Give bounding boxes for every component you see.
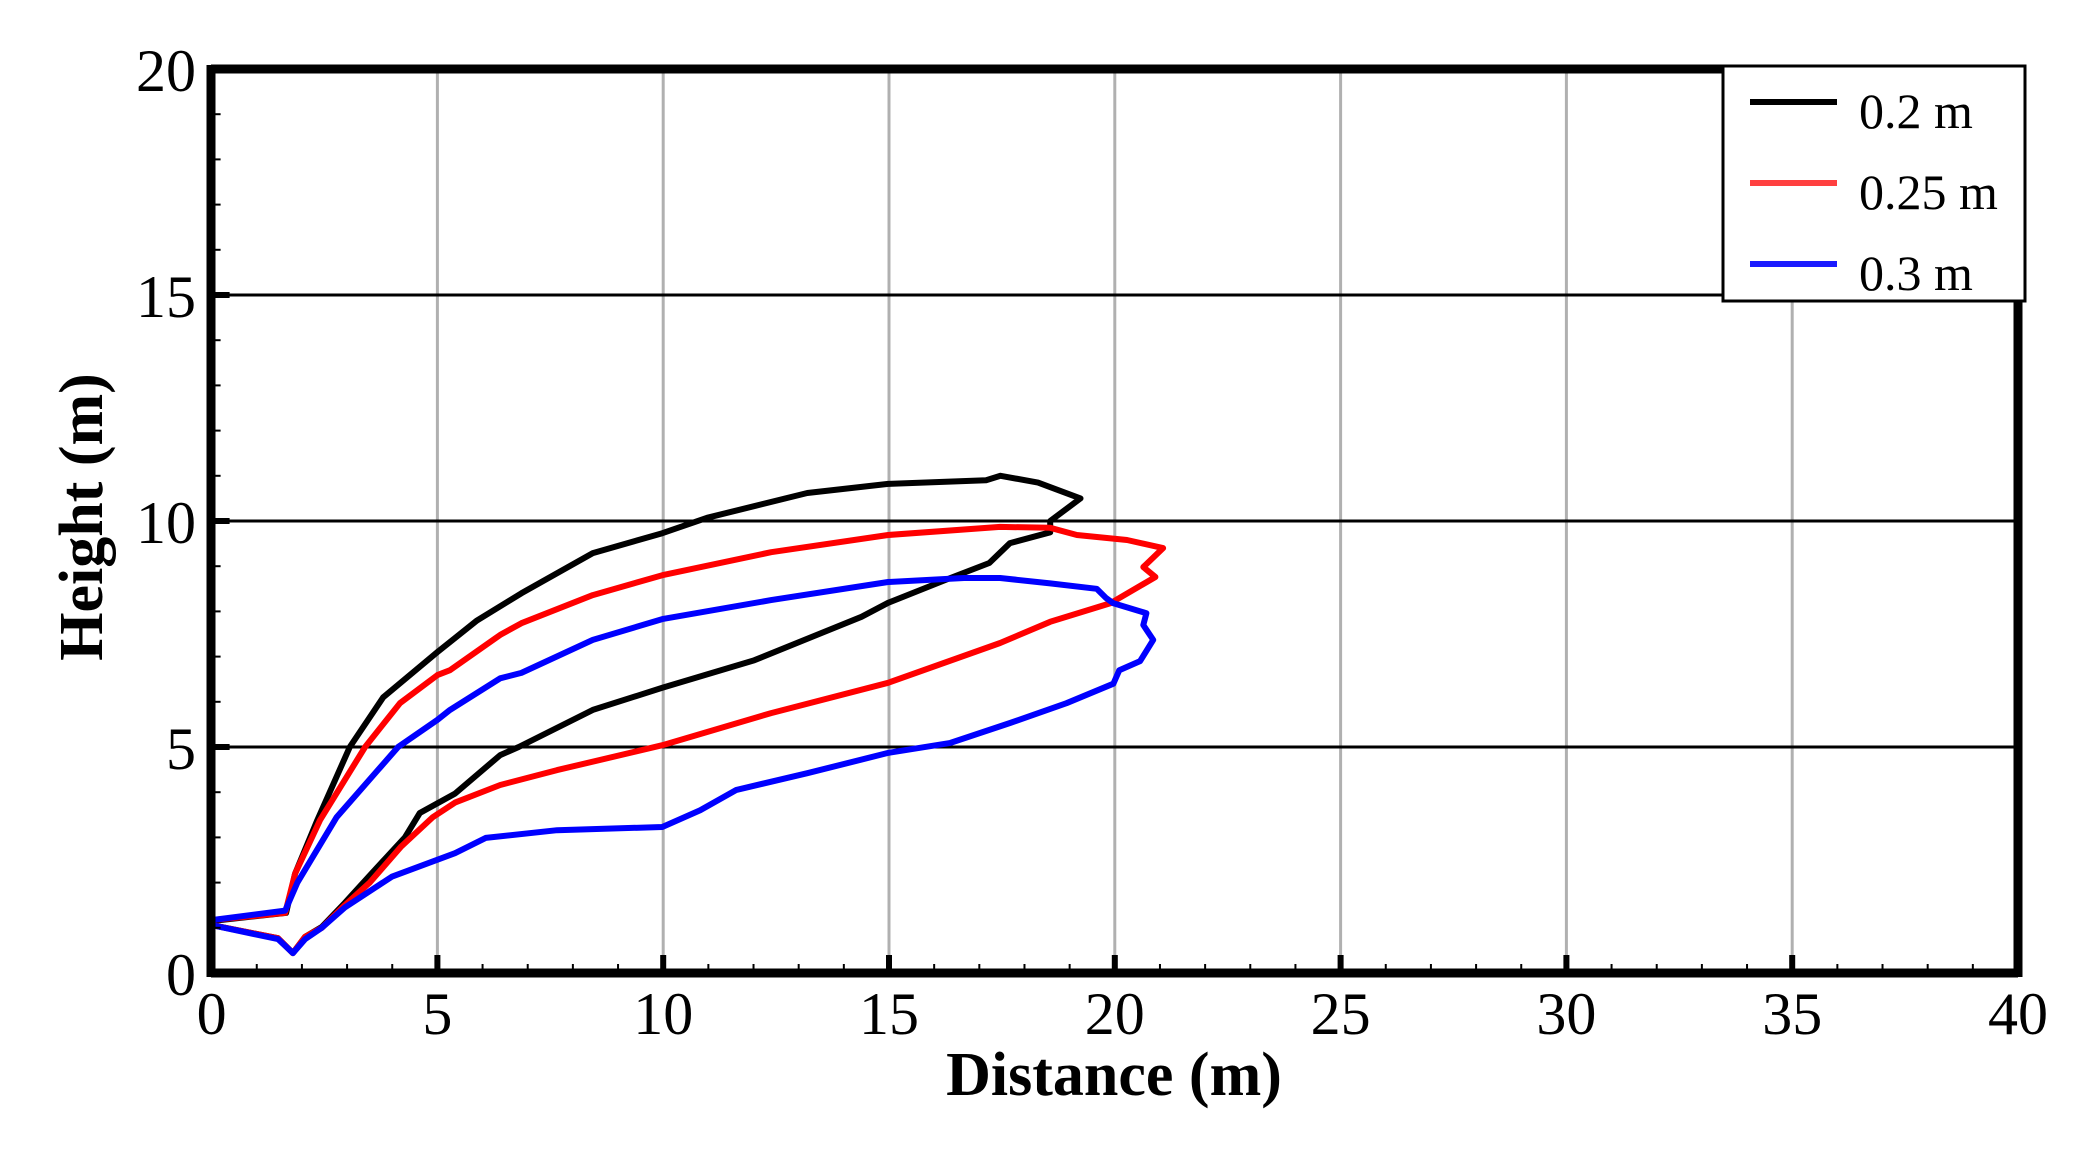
y-axis-title: Height (m): [48, 373, 116, 661]
data-series: [208, 472, 1167, 957]
x-tick-label: 15: [859, 981, 919, 1047]
x-tick-label: 40: [1988, 981, 2048, 1047]
x-tick-label: 0: [197, 981, 227, 1047]
x-tick-labels: 0 5 10 15 20 25 30 35 40: [197, 981, 2048, 1047]
y-tick-labels: 0 5 10 15 20: [136, 38, 196, 1008]
x-tick-label: 25: [1311, 981, 1371, 1047]
y-tick-label: 5: [166, 716, 196, 782]
x-tick-label: 35: [1762, 981, 1822, 1047]
y-tick-label: 0: [166, 942, 196, 1008]
axis-ticks: [208, 66, 2021, 976]
legend-label-2: 0.3 m: [1859, 245, 1973, 301]
x-tick-label: 30: [1536, 981, 1596, 1047]
series-line-0: [208, 472, 1084, 957]
y-tick-label: 10: [136, 490, 196, 556]
y-tick-label: 15: [136, 264, 196, 330]
legend: 0.2 m 0.25 m 0.3 m: [1721, 64, 2027, 303]
x-tick-label: 10: [633, 981, 693, 1047]
legend-label-0: 0.2 m: [1859, 83, 1973, 139]
x-axis-title: Distance (m): [946, 1041, 1282, 1109]
legend-label-1: 0.25 m: [1859, 164, 1998, 220]
series-line-1: [208, 523, 1167, 957]
y-tick-label: 20: [136, 38, 196, 104]
x-tick-label: 5: [422, 981, 452, 1047]
series-line-2: [208, 575, 1157, 957]
x-tick-label: 20: [1085, 981, 1145, 1047]
